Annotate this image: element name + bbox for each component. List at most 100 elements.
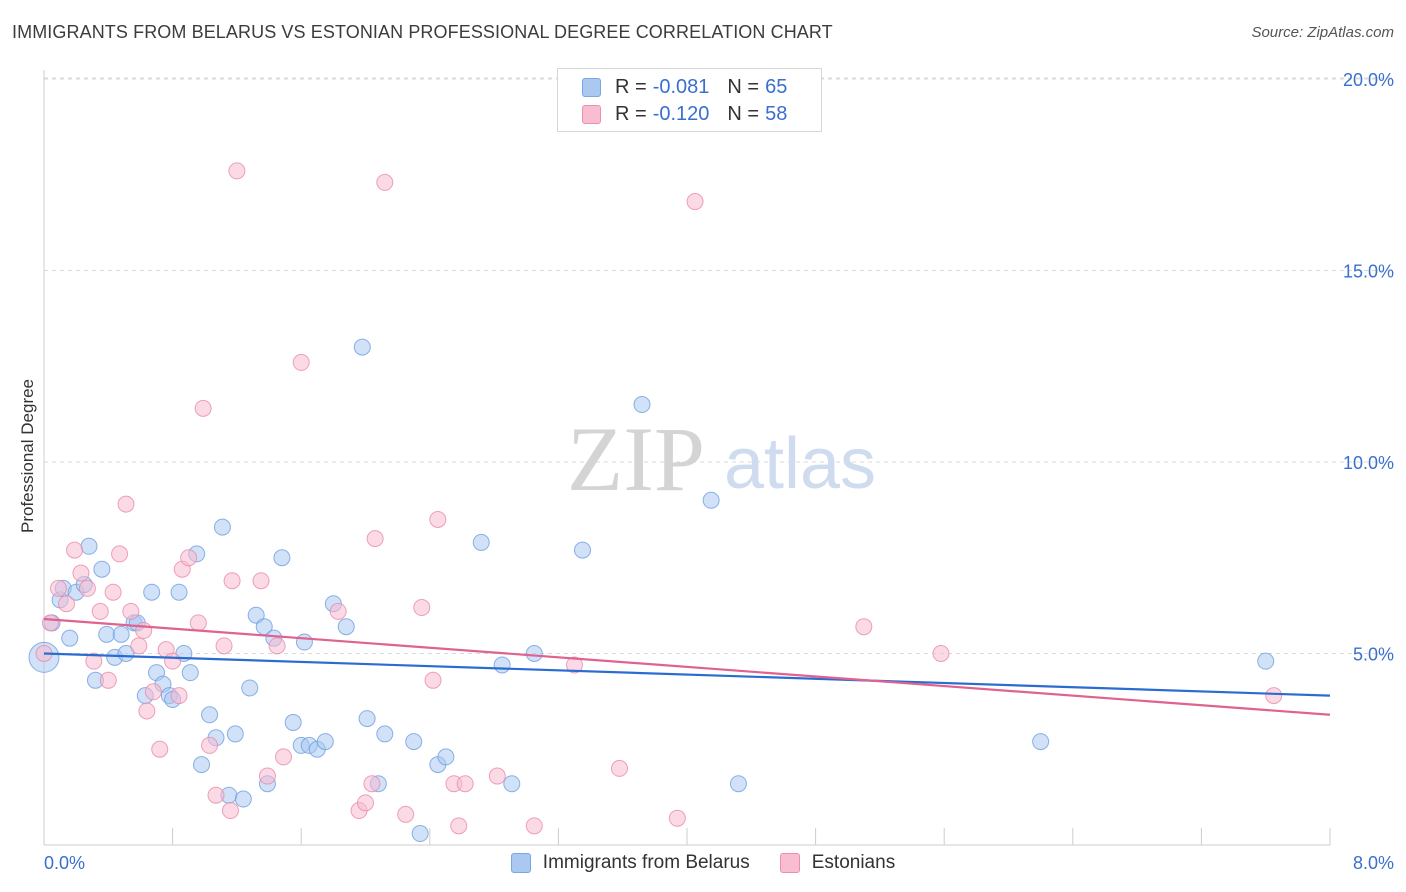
legend-r-label: R = xyxy=(615,102,647,125)
estonians-point xyxy=(223,572,241,590)
y-tick-label: 20.0% xyxy=(1343,70,1394,90)
belarus-point xyxy=(729,775,747,793)
belarus-trend-line xyxy=(43,652,1331,697)
legend-n-value-belarus: 65 xyxy=(765,75,788,98)
belarus-point xyxy=(112,625,130,643)
estonians-point xyxy=(138,702,156,720)
legend-row-estonians: R = -0.120 N = 58 xyxy=(582,101,787,127)
estonians-point xyxy=(252,572,270,590)
belarus-point xyxy=(213,518,231,536)
estonians-point xyxy=(413,599,431,617)
y-tick-label: 5.0% xyxy=(1353,645,1394,665)
estonians-point xyxy=(215,637,233,655)
estonians-point xyxy=(855,618,873,636)
watermark: ZIP atlas xyxy=(567,408,876,510)
x-tick-label: 0.0% xyxy=(44,853,85,873)
estonians-point xyxy=(78,579,96,597)
x-tick-label: 8.0% xyxy=(1353,853,1394,873)
estonians-point xyxy=(104,583,122,601)
watermark-zip: ZIP xyxy=(567,408,705,510)
estonians-point xyxy=(363,775,381,793)
estonians-point xyxy=(668,809,686,827)
belarus-point xyxy=(405,733,423,751)
belarus-point xyxy=(117,645,135,662)
estonians-point xyxy=(397,805,415,823)
legend-n-value-estonians: 58 xyxy=(765,102,788,125)
estonians-point xyxy=(111,545,129,563)
estonians-point xyxy=(329,602,347,620)
belarus-point xyxy=(234,790,252,808)
legend-label-estonians: Estonians xyxy=(811,852,896,873)
belarus-point xyxy=(472,533,490,551)
legend-swatch-estonians xyxy=(779,853,800,873)
belarus-point xyxy=(143,583,161,601)
estonians-point xyxy=(189,614,207,632)
legend-swatch-belarus xyxy=(582,77,601,97)
belarus-point xyxy=(226,725,244,743)
belarus-point xyxy=(337,618,355,636)
belarus-point xyxy=(358,710,376,728)
legend-swatch-estonians xyxy=(582,104,601,124)
belarus-point xyxy=(273,549,291,567)
belarus-point xyxy=(411,825,429,843)
estonians-point xyxy=(366,530,384,548)
estonians-point xyxy=(91,602,109,620)
y-tick-label: 15.0% xyxy=(1343,262,1394,282)
belarus-point xyxy=(170,583,188,601)
source-label: Source: ZipAtlas.com xyxy=(1251,24,1394,41)
legend-r-value-belarus: -0.081 xyxy=(652,75,710,98)
belarus-point xyxy=(437,748,455,766)
estonians-point xyxy=(130,637,148,655)
estonians-point xyxy=(194,399,212,417)
legend-r-label: R = xyxy=(615,75,647,98)
estonians-point xyxy=(1265,687,1283,705)
belarus-point xyxy=(61,629,79,647)
belarus-point xyxy=(376,725,394,743)
estonians-point xyxy=(376,173,394,191)
estonians-point xyxy=(429,510,447,528)
points-layer xyxy=(28,162,1283,843)
estonians-point xyxy=(135,622,153,640)
belarus-point xyxy=(241,679,259,697)
chart-title: IMMIGRANTS FROM BELARUS VS ESTONIAN PROF… xyxy=(12,22,833,42)
estonians-point xyxy=(66,541,84,559)
estonians-point xyxy=(221,802,239,820)
correlation-legend: R = -0.081 N = 65 R = -0.120 N = 58 xyxy=(557,68,822,132)
belarus-point xyxy=(98,625,116,643)
legend-swatch-belarus xyxy=(510,853,531,873)
estonians-point xyxy=(41,614,59,632)
estonians-point xyxy=(357,794,374,812)
belarus-point xyxy=(525,645,543,662)
legend-n-label: N = xyxy=(727,102,760,125)
legend-n-label: N = xyxy=(727,75,760,98)
estonians-point xyxy=(170,687,188,705)
estonians-point xyxy=(151,740,169,758)
estonians-point xyxy=(117,495,135,513)
estonians-point xyxy=(686,193,704,211)
legend-row-belarus: R = -0.081 N = 65 xyxy=(582,74,787,100)
estonians-point xyxy=(85,652,103,670)
belarus-point xyxy=(201,706,219,724)
estonians-point xyxy=(164,652,182,670)
estonians-point xyxy=(456,775,474,793)
estonians-point xyxy=(122,602,140,620)
estonians-point xyxy=(610,759,628,777)
trend-layer xyxy=(43,617,1331,716)
estonians-point xyxy=(228,162,246,180)
legend-r-value-estonians: -0.120 xyxy=(652,102,710,125)
watermark-atlas: atlas xyxy=(724,424,876,504)
estonians-point xyxy=(258,767,276,785)
grid-layer xyxy=(44,77,1394,654)
estonians-point xyxy=(207,786,225,804)
legend-item-belarus[interactable]: Immigrants from Belarus xyxy=(510,852,750,874)
estonians-point xyxy=(268,637,286,655)
tick-label-layer: 5.0% 10.0% 15.0% 20.0% 0.0% 8.0% xyxy=(44,70,1394,873)
estonians-point xyxy=(99,671,117,689)
estonians-point xyxy=(292,353,310,371)
y-tick-label: 10.0% xyxy=(1343,453,1394,473)
belarus-point xyxy=(247,606,265,624)
belarus-point xyxy=(702,491,720,509)
legend-item-estonians[interactable]: Estonians xyxy=(779,852,896,874)
belarus-point xyxy=(1032,733,1050,751)
estonians-point xyxy=(58,595,76,613)
